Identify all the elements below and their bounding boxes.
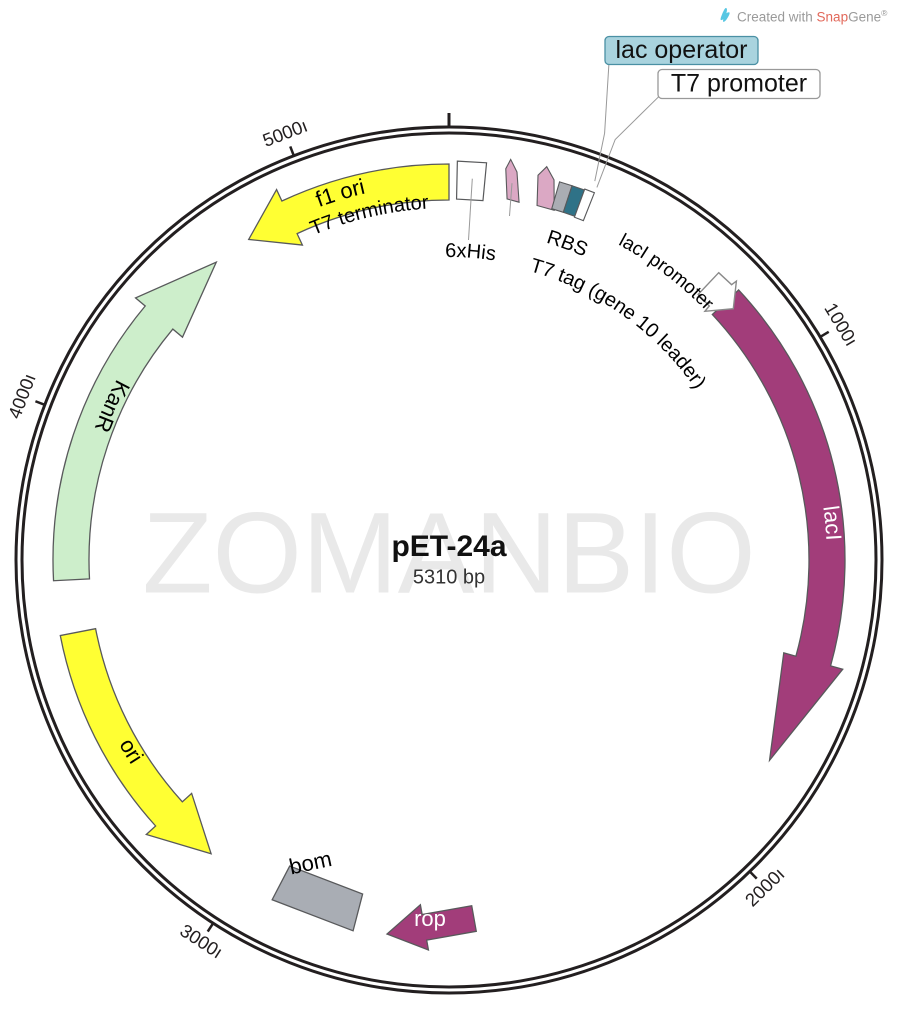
svg-text:1000ı: 1000ı (820, 299, 862, 349)
svg-text:lac operator: lac operator (615, 36, 747, 64)
svg-text:RBS: RBS (544, 226, 591, 261)
svg-text:5000ı: 5000ı (260, 115, 311, 151)
svg-text:2000ı: 2000ı (741, 863, 789, 910)
svg-text:rop: rop (414, 906, 446, 931)
svg-text:lacI: lacI (818, 504, 846, 541)
svg-text:4000ı: 4000ı (4, 371, 40, 422)
svg-text:bom: bom (287, 846, 334, 879)
svg-text:6xHis: 6xHis (445, 240, 497, 265)
svg-text:pET-24a: pET-24a (391, 530, 506, 563)
svg-text:T7 promoter: T7 promoter (671, 70, 807, 98)
svg-text:5310 bp: 5310 bp (413, 566, 485, 588)
